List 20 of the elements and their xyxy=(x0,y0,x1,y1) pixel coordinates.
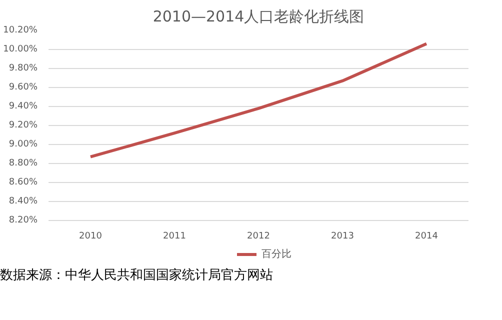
y-tick-label: 9.60% xyxy=(8,82,38,92)
line-series xyxy=(89,42,428,158)
y-tick-label: 9.20% xyxy=(8,120,38,130)
source-note: 数据来源：中华人民共和国国家统计局官方网站 xyxy=(0,267,273,285)
chart-title: 2010—2014人口老龄化折线图 xyxy=(152,8,364,26)
y-tick-label: 8.40% xyxy=(8,196,38,206)
y-tick-label: 8.80% xyxy=(8,158,38,168)
y-tick-label: 8.60% xyxy=(8,178,38,188)
x-tick-label: 2010 xyxy=(79,232,102,242)
y-tick-label: 9.80% xyxy=(8,64,38,74)
x-tick-label: 2014 xyxy=(415,232,438,242)
x-tick-label: 2013 xyxy=(331,232,354,242)
y-tick-label: 10.00% xyxy=(3,44,38,54)
legend-label: 百分比 xyxy=(262,248,292,261)
x-tick-label: 2012 xyxy=(247,232,270,242)
y-tick-label: 8.20% xyxy=(8,216,38,226)
y-tick-label: 9.00% xyxy=(8,140,38,150)
x-tick-label: 2011 xyxy=(163,232,186,242)
y-tick-label: 10.20% xyxy=(3,26,38,36)
y-tick-label: 9.40% xyxy=(8,102,38,112)
